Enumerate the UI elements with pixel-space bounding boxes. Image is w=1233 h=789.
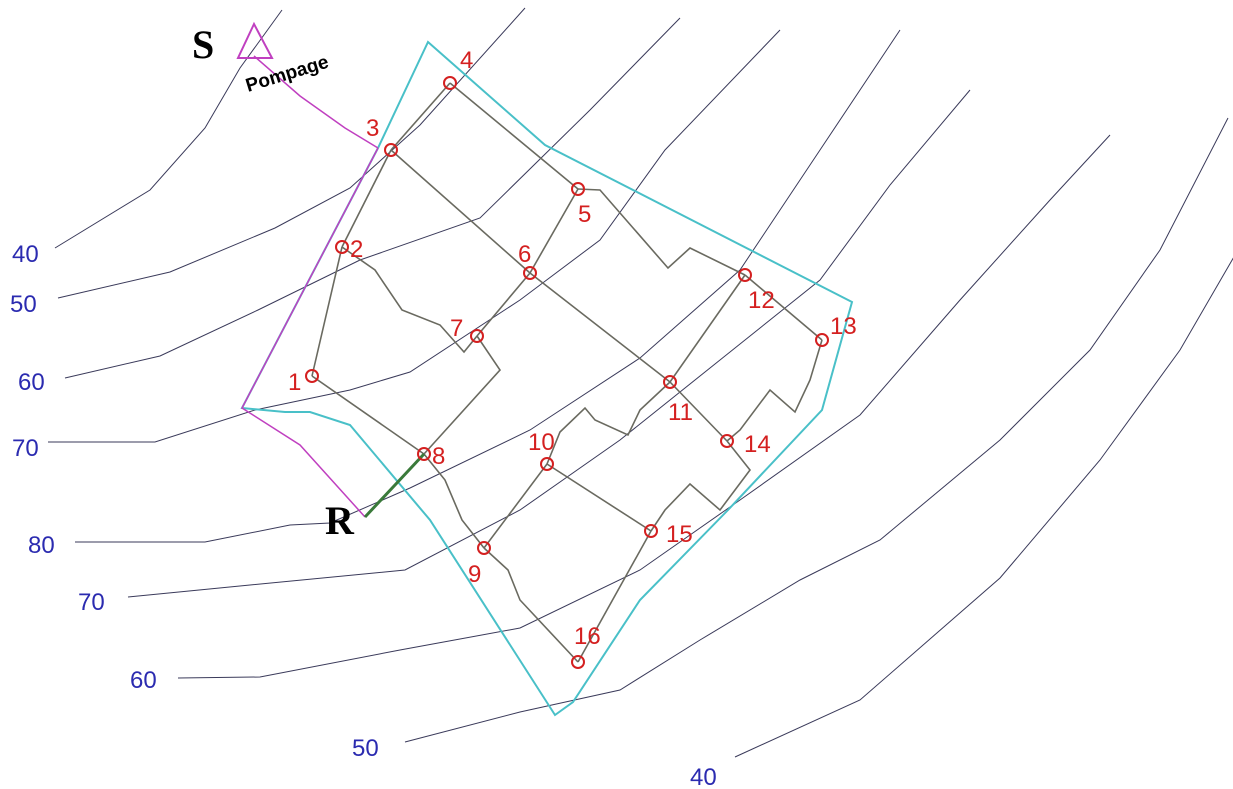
pipe [483,463,548,549]
node-label: 10 [528,429,555,456]
contour-label: 40 [12,241,39,268]
pipe [669,381,728,442]
reservoir-label: R [325,498,355,543]
node-12-icon[interactable] [738,268,752,282]
node-9-icon[interactable] [477,541,491,555]
pipe [529,188,579,274]
contour-line-40-right [734,257,1233,758]
pipe-network [311,82,823,663]
node-label: 7 [450,315,463,342]
node-label: 2 [350,236,363,263]
pipe [476,272,531,337]
node-label: 9 [468,561,481,588]
node-7-icon[interactable] [470,329,484,343]
pipe [669,274,746,383]
node-15-icon[interactable] [644,524,658,538]
node-11-icon[interactable] [663,375,677,389]
node-label: 1 [288,369,301,396]
node-label: 14 [744,431,771,458]
contour-line-50-right [404,117,1229,743]
contour-line-80 [75,29,901,543]
contour-line-40-left [54,9,283,249]
pipe [546,381,671,465]
contour-label: 50 [352,735,379,762]
node-10-icon[interactable] [540,457,554,471]
pump-station-icon [236,21,274,59]
supply-line-west [241,147,379,518]
node-13-icon[interactable] [815,333,829,347]
pipe [390,149,531,274]
main-pipe [363,452,426,519]
pipe [311,375,425,455]
node-label: 11 [668,399,693,426]
node-label: 4 [460,47,473,74]
node-6-icon[interactable] [523,266,537,280]
node-label: 13 [830,313,857,340]
pipe [529,272,671,383]
pipe [483,547,579,663]
node-label: 16 [574,623,601,650]
contour-line-70-left [48,29,781,443]
node-label: 8 [432,443,445,470]
contour-labels: 40 50 60 70 80 70 60 50 40 [10,241,717,789]
node-3-icon[interactable] [384,143,398,157]
node-labels: 1 2 3 4 5 6 7 8 9 10 11 12 13 14 15 16 [288,47,857,650]
pipe [423,335,502,455]
contour-label: 60 [130,667,157,694]
contour-label: 40 [690,764,717,789]
pipe [744,274,823,341]
node-4-icon[interactable] [443,76,457,90]
node-16-icon[interactable] [571,655,585,669]
node-label: 5 [578,201,591,228]
supply-line [253,55,379,149]
contour-label: 50 [10,291,37,318]
node-2-icon[interactable] [335,240,349,254]
pipe [650,440,752,532]
contour-label: 60 [18,369,45,396]
pipe [341,246,478,354]
contour-line-50-left [57,7,526,299]
node-14-icon[interactable] [720,434,734,448]
pipe [311,246,343,377]
node-8-icon[interactable] [417,447,431,461]
pipe [341,149,392,248]
pipe [577,188,746,276]
pipe [577,530,652,663]
contour-label: 80 [28,532,55,559]
pipe [423,453,485,549]
service-area-boundary [240,40,854,717]
node-label: 12 [748,287,775,314]
contour-line-60-left [64,17,681,379]
nodes [305,76,829,669]
node-5-icon[interactable] [571,182,585,196]
node-label: 15 [666,521,693,548]
contour-lines [48,7,1233,758]
source-label: S [192,22,214,67]
contour-label: 70 [12,435,39,462]
contour-line-70-right [127,89,971,598]
pipe [546,463,652,532]
contour-label: 70 [78,589,105,616]
pipe [449,82,579,190]
contour-line-60-right [177,134,1111,679]
pipe [726,339,823,442]
node-label: 3 [366,115,379,142]
node-label: 6 [518,241,531,268]
pipe [390,82,451,151]
node-1-icon[interactable] [305,369,319,383]
